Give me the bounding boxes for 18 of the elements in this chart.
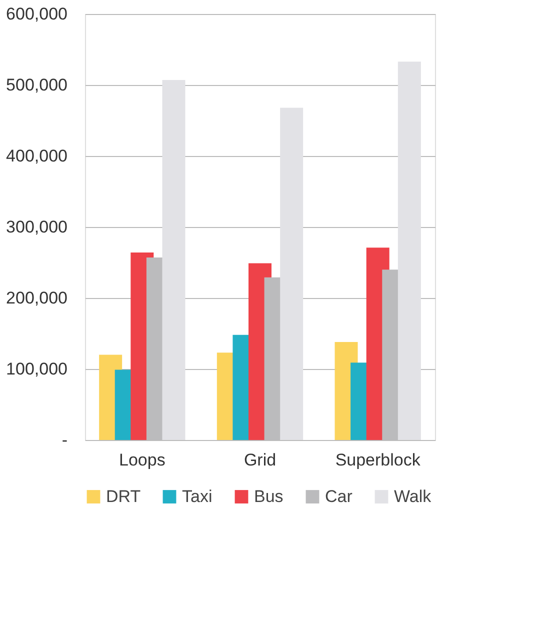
- y-tick-label: 100,000: [6, 360, 68, 378]
- x-tick-label: Loops: [118, 450, 166, 470]
- x-tick-label: Grid: [244, 450, 276, 470]
- bar: [162, 80, 186, 440]
- bar: [398, 62, 421, 440]
- legend-label: Bus: [254, 486, 284, 506]
- legend-label: Car: [325, 486, 353, 506]
- legend-label: DRT: [106, 486, 141, 506]
- bar: [280, 108, 304, 440]
- y-tick-label: 400,000: [6, 146, 68, 166]
- y-tick-label: -: [62, 430, 68, 450]
- legend-label: Taxi: [182, 486, 212, 506]
- y-tick-label: 500,000: [6, 76, 68, 94]
- y-tick-label: 300,000: [6, 218, 68, 236]
- y-tick-label: 200,000: [6, 288, 68, 308]
- y-tick-label: 600,000: [6, 4, 68, 24]
- legend-label: Walk: [394, 486, 432, 506]
- x-tick-label: Superblock: [335, 450, 421, 470]
